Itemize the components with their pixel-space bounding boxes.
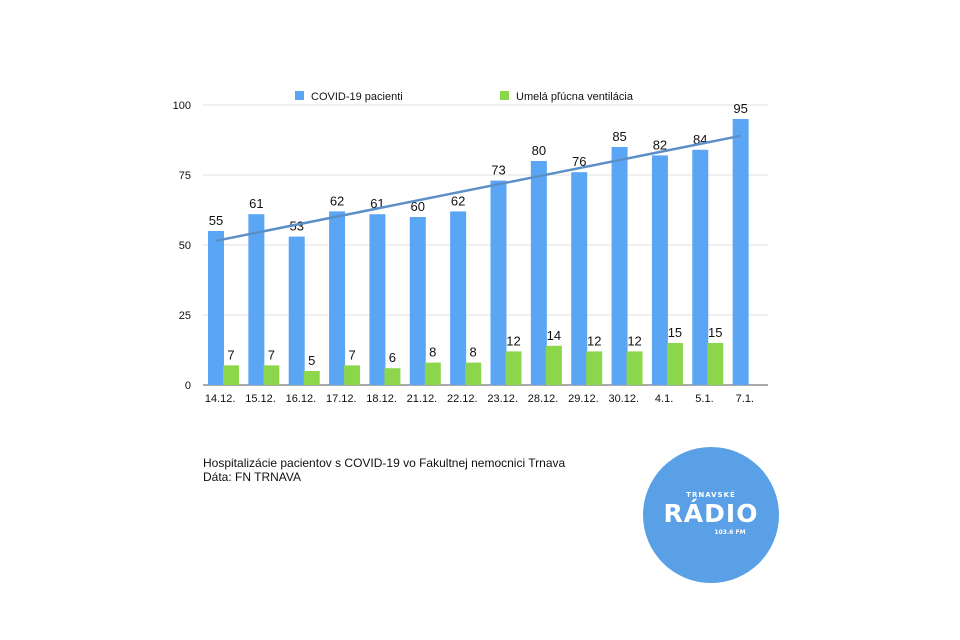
y-tick-label: 50 bbox=[179, 240, 191, 252]
data-label-ventilation: 7 bbox=[348, 347, 355, 362]
data-label-covid: 60 bbox=[411, 199, 425, 214]
data-label-covid: 62 bbox=[451, 193, 465, 208]
bar-ventilation bbox=[344, 365, 361, 385]
bar-ventilation bbox=[626, 351, 643, 385]
x-tick-label: 22.12. bbox=[447, 393, 478, 405]
data-label-ventilation: 5 bbox=[308, 353, 315, 368]
x-tick-label: 29.12. bbox=[568, 393, 599, 405]
x-tick-label: 4.1. bbox=[655, 393, 673, 405]
trendline bbox=[215, 134, 741, 243]
bar-covid bbox=[248, 214, 265, 385]
bar-covid bbox=[732, 119, 749, 385]
y-tick-label: 75 bbox=[179, 170, 191, 182]
x-tick-label: 17.12. bbox=[326, 393, 357, 405]
bar-covid bbox=[288, 236, 305, 385]
data-label-ventilation: 15 bbox=[668, 325, 682, 340]
data-label-ventilation: 6 bbox=[389, 350, 396, 365]
bar-covid bbox=[490, 180, 507, 385]
bar-ventilation bbox=[666, 343, 683, 385]
x-tick-label: 15.12. bbox=[245, 393, 276, 405]
y-tick-label: 100 bbox=[173, 100, 191, 112]
legend-swatch-ventilation bbox=[500, 91, 509, 100]
data-label-ventilation: 7 bbox=[268, 347, 275, 362]
data-label-covid: 61 bbox=[249, 196, 263, 211]
bar-ventilation bbox=[303, 371, 320, 385]
data-label-ventilation: 8 bbox=[470, 345, 477, 360]
caption-source: Dáta: FN TRNAVA bbox=[203, 470, 302, 484]
data-label-covid: 55 bbox=[209, 213, 223, 228]
x-tick-label: 7.1. bbox=[736, 393, 754, 405]
data-label-ventilation: 12 bbox=[587, 333, 601, 348]
legend-label-covid: COVID-19 pacienti bbox=[311, 91, 403, 103]
legend-swatch-covid bbox=[295, 91, 304, 100]
bar-covid bbox=[692, 149, 709, 385]
data-label-covid: 73 bbox=[491, 163, 505, 178]
bar-ventilation bbox=[505, 351, 522, 385]
data-label-ventilation: 7 bbox=[227, 347, 234, 362]
y-tick-label: 25 bbox=[179, 310, 191, 322]
data-label-covid: 95 bbox=[733, 101, 747, 116]
bar-covid bbox=[369, 214, 386, 385]
bar-ventilation bbox=[586, 351, 603, 385]
bar-ventilation bbox=[384, 368, 401, 385]
data-label-ventilation: 12 bbox=[506, 333, 520, 348]
bar-ventilation bbox=[263, 365, 280, 385]
bar-ventilation bbox=[465, 362, 482, 385]
bar-ventilation bbox=[223, 365, 239, 385]
data-label-ventilation: 8 bbox=[429, 345, 436, 360]
bar-ventilation bbox=[707, 343, 724, 385]
caption-title: Hospitalizácie pacientov s COVID-19 vo F… bbox=[203, 456, 566, 470]
data-label-covid: 62 bbox=[330, 193, 344, 208]
y-tick-label: 0 bbox=[185, 380, 191, 392]
bar-covid bbox=[611, 147, 628, 385]
data-label-ventilation: 14 bbox=[547, 328, 561, 343]
legend-label-ventilation: Umelá pľúcna ventilácia bbox=[516, 91, 634, 103]
x-tick-label: 23.12. bbox=[487, 393, 518, 405]
x-tick-label: 5.1. bbox=[695, 393, 713, 405]
x-tick-label: 18.12. bbox=[366, 393, 397, 405]
bar-covid bbox=[530, 161, 547, 385]
x-tick-label: 30.12. bbox=[608, 393, 639, 405]
x-tick-label: 28.12. bbox=[528, 393, 559, 405]
x-tick-label: 16.12. bbox=[286, 393, 317, 405]
logo-top-text: TRNAVSKÉ bbox=[686, 491, 736, 499]
hospitalization-chart: 0 25 50 75 100 55 7 14.12. 61 7 15.12. 53 5 16.12. 62 7… bbox=[173, 91, 768, 405]
data-label-covid: 85 bbox=[612, 129, 626, 144]
chart-caption: Hospitalizácie pacientov s COVID-19 vo F… bbox=[203, 456, 565, 484]
radio-logo: TRNAVSKÉ RÁDIO 103.6 FM bbox=[643, 447, 779, 583]
bar-covid bbox=[450, 211, 467, 385]
data-label-covid: 76 bbox=[572, 154, 586, 169]
bar-covid bbox=[329, 211, 346, 385]
data-label-covid: 53 bbox=[289, 219, 303, 234]
data-label-covid: 82 bbox=[653, 137, 667, 152]
x-tick-label: 14.12. bbox=[205, 393, 236, 405]
bar-covid bbox=[651, 155, 668, 385]
data-label-ventilation: 12 bbox=[627, 333, 641, 348]
bar-covid bbox=[571, 172, 588, 385]
bar-covid bbox=[409, 217, 426, 385]
logo-frequency: 103.6 FM bbox=[714, 529, 746, 536]
logo-main-text: RÁDIO bbox=[663, 499, 759, 528]
bar-ventilation bbox=[545, 345, 562, 385]
x-tick-label: 21.12. bbox=[407, 393, 438, 405]
bar-ventilation bbox=[424, 362, 441, 385]
bar-covid bbox=[208, 231, 224, 385]
data-label-covid: 80 bbox=[532, 143, 546, 158]
data-label-ventilation: 15 bbox=[708, 325, 722, 340]
